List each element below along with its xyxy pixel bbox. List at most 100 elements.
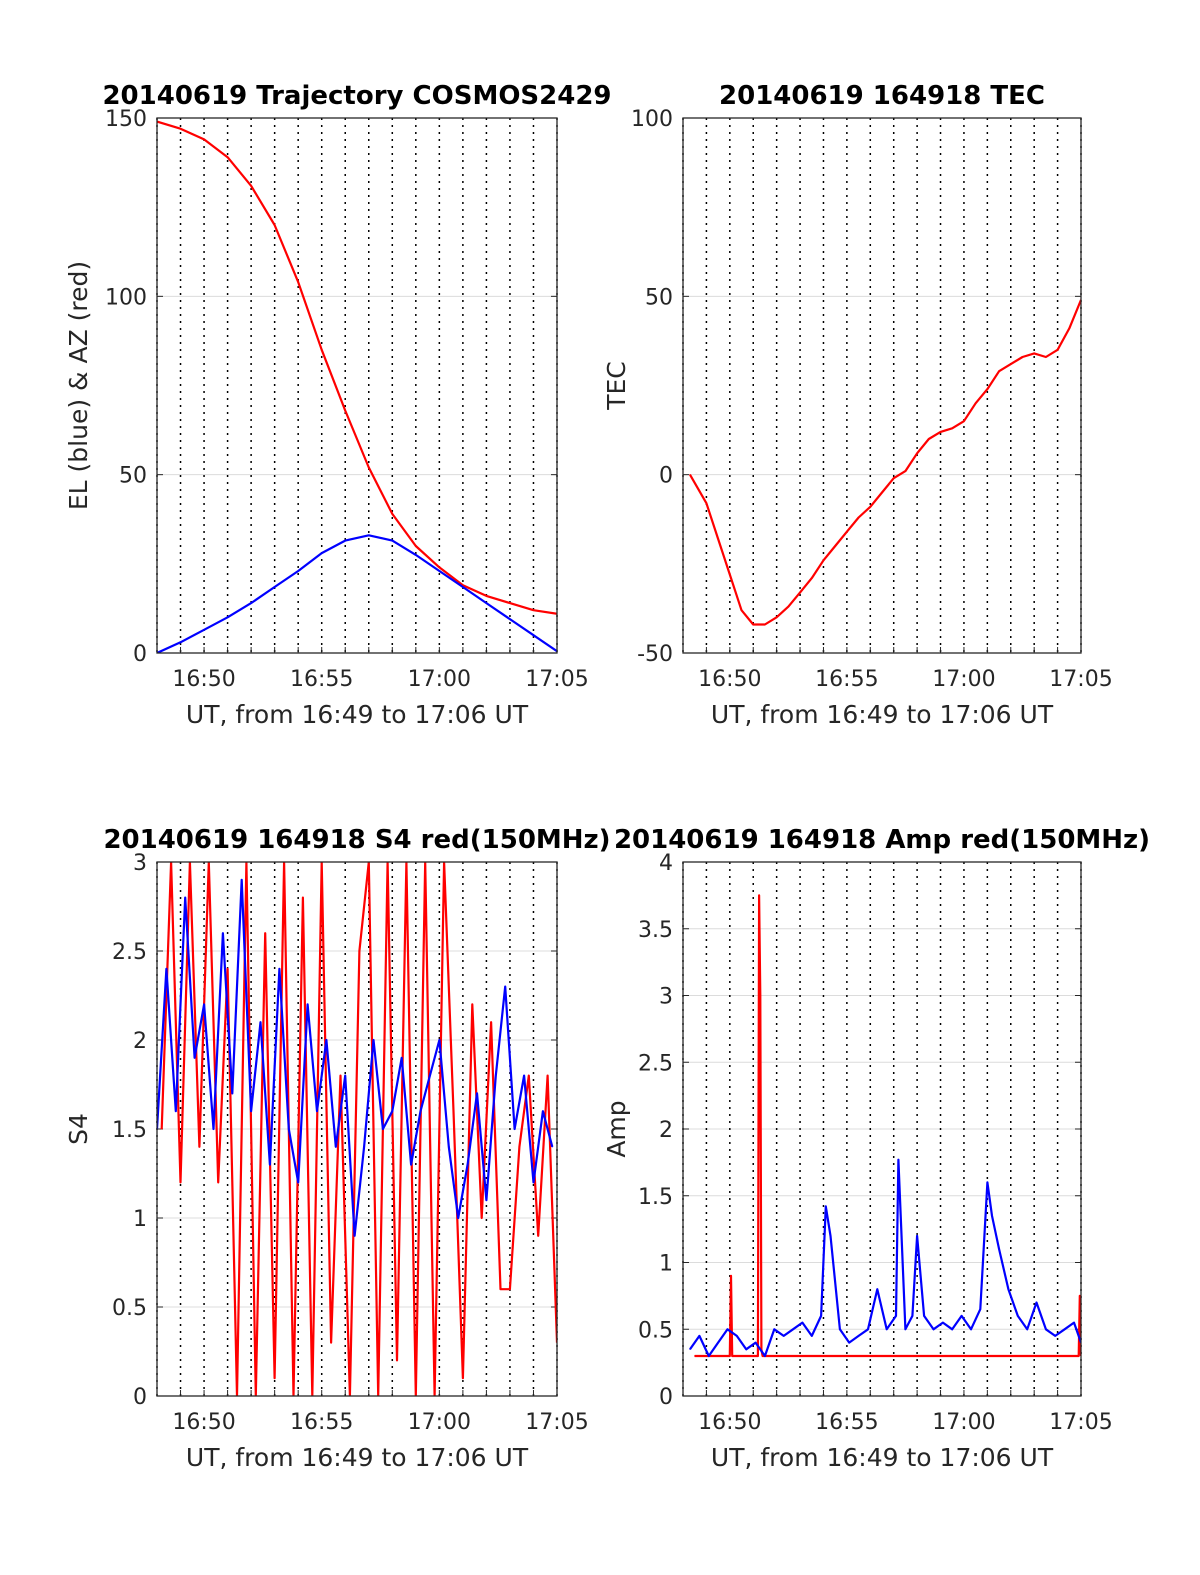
s4-data-point xyxy=(438,1039,440,1041)
trajectory-series-red-line xyxy=(157,120,557,615)
amp-data-point xyxy=(729,1355,731,1357)
amp-data-point xyxy=(1064,1328,1066,1330)
s4-data-point xyxy=(546,1075,549,1077)
amp-x-tick-label: 17:05 xyxy=(1049,1410,1112,1435)
amp-x-axis-label: UT, from 16:49 to 17:06 UT xyxy=(711,1443,1054,1472)
trajectory-data-point xyxy=(485,602,488,604)
trajectory-series-blue-line xyxy=(157,534,557,653)
amp-data-point xyxy=(726,1328,729,1330)
s4-data-point xyxy=(179,1181,182,1183)
trajectory-chart-title: 20140619 Trajectory COSMOS2429 xyxy=(102,81,611,111)
amp-data-point xyxy=(857,1335,860,1337)
s4-data-point xyxy=(198,1146,200,1148)
s4-data-point xyxy=(542,1110,544,1112)
s4-data-point xyxy=(481,1217,483,1219)
amp-data-point xyxy=(961,1315,963,1317)
s4-data-point xyxy=(175,1110,177,1112)
s4-data-point xyxy=(203,1003,205,1006)
s4-data-point xyxy=(382,1128,384,1130)
tec-data-point xyxy=(881,491,883,494)
s4-y-tick-label: 0.5 xyxy=(112,1296,147,1321)
tec-data-point xyxy=(893,477,895,479)
tec-data-point xyxy=(1056,349,1059,351)
trajectory-data-point xyxy=(274,586,276,588)
amp-data-point xyxy=(758,894,760,896)
trajectory-y-tick-label: 0 xyxy=(133,642,147,667)
s4-y-tick-label: 2.5 xyxy=(112,940,147,965)
s4-data-point xyxy=(499,1288,502,1290)
amp-data-point xyxy=(970,1328,972,1330)
amp-data-point xyxy=(991,1215,993,1217)
trajectory-y-tick-label: 50 xyxy=(119,464,147,489)
amp-y-tick-label: 3.5 xyxy=(638,918,673,943)
amp-data-point xyxy=(801,1321,804,1324)
amp-data-point xyxy=(757,1355,759,1357)
amp-x-tick-label: 16:50 xyxy=(698,1410,761,1435)
tec-x-tick-label: 16:55 xyxy=(815,667,878,692)
amp-data-point xyxy=(911,1315,914,1317)
amp-series-red-line xyxy=(694,894,1081,1358)
tec-data-point xyxy=(939,431,942,433)
s4-data-point xyxy=(419,1110,422,1112)
trajectory-data-point xyxy=(274,224,276,226)
amp-axes-box xyxy=(682,861,1082,1397)
tec-data-point xyxy=(799,591,801,593)
s4-data-point xyxy=(509,1288,511,1290)
trajectory-data-point xyxy=(509,602,511,604)
s4-data-point xyxy=(372,1039,375,1041)
amp-data-point xyxy=(848,1342,850,1344)
amp-y-tick-label: 0.5 xyxy=(638,1318,673,1343)
amp-x-tick-label: 16:55 xyxy=(815,1410,878,1435)
amp-data-point xyxy=(1073,1321,1075,1324)
amp-data-point xyxy=(897,1159,899,1161)
trajectory-data-point xyxy=(179,128,182,130)
amp-data-point xyxy=(1054,1335,1056,1337)
s4-data-point xyxy=(325,1039,328,1041)
amp-data-point xyxy=(736,1335,738,1337)
amp-data-point xyxy=(829,1235,832,1237)
s4-data-point xyxy=(259,1021,262,1023)
trajectory-data-point xyxy=(321,552,323,554)
s4-data-point xyxy=(448,1146,450,1148)
amp-data-point xyxy=(792,1328,794,1330)
s4-panel: 0 0.5 1 1.5 2 2.5 3 16:50 16:55 17:00 17:05 2014061… xyxy=(64,825,611,1472)
amp-y-tick-label: 2.5 xyxy=(638,1051,673,1076)
amp-data-point xyxy=(708,1355,710,1357)
trajectory-data-point xyxy=(532,634,535,636)
s4-data-point xyxy=(457,1217,459,1219)
amp-data-point xyxy=(783,1335,785,1337)
tec-data-point xyxy=(705,502,708,504)
amp-data-point xyxy=(986,1181,988,1183)
s4-data-point xyxy=(212,1128,215,1130)
trajectory-data-point xyxy=(226,616,229,618)
amp-data-point xyxy=(773,1328,775,1330)
tec-y-axis-label: TEC xyxy=(602,361,631,411)
amp-data-point xyxy=(762,1355,764,1357)
tec-x-axis-label: UT, from 16:49 to 17:06 UT xyxy=(711,700,1054,729)
trajectory-data-point xyxy=(344,540,346,542)
amp-chart-title: 20140619 164918 Amp red(150MHz) xyxy=(614,825,1150,855)
amp-data-point xyxy=(717,1342,719,1344)
trajectory-axes-box xyxy=(156,117,558,654)
amp-data-point xyxy=(825,1205,827,1208)
s4-data-point xyxy=(330,1342,332,1344)
trajectory-x-tick-label: 17:05 xyxy=(525,667,588,692)
s4-data-point xyxy=(476,1092,478,1094)
tec-x-tick-label: 17:05 xyxy=(1049,667,1112,692)
amp-data-point xyxy=(979,1308,981,1310)
trajectory-data-point xyxy=(391,540,393,542)
tec-data-point xyxy=(776,616,778,618)
amp-data-point xyxy=(1017,1315,1019,1317)
s4-data-point xyxy=(485,1199,488,1201)
tec-data-point xyxy=(752,623,754,626)
s4-data-point xyxy=(523,1075,525,1077)
amp-panel: 0 0.5 1 1.5 2 2.5 3 3.5 4 16:50 16:55 17:00 17:05 201… xyxy=(602,825,1150,1472)
tec-data-point xyxy=(811,577,813,579)
tec-y-tick-label: -50 xyxy=(637,642,673,667)
tec-data-point xyxy=(857,516,860,519)
s4-y-tick-label: 1.5 xyxy=(112,1118,147,1143)
s4-data-point xyxy=(250,1110,252,1112)
tec-data-point xyxy=(963,420,965,422)
tec-data-point xyxy=(689,474,691,476)
